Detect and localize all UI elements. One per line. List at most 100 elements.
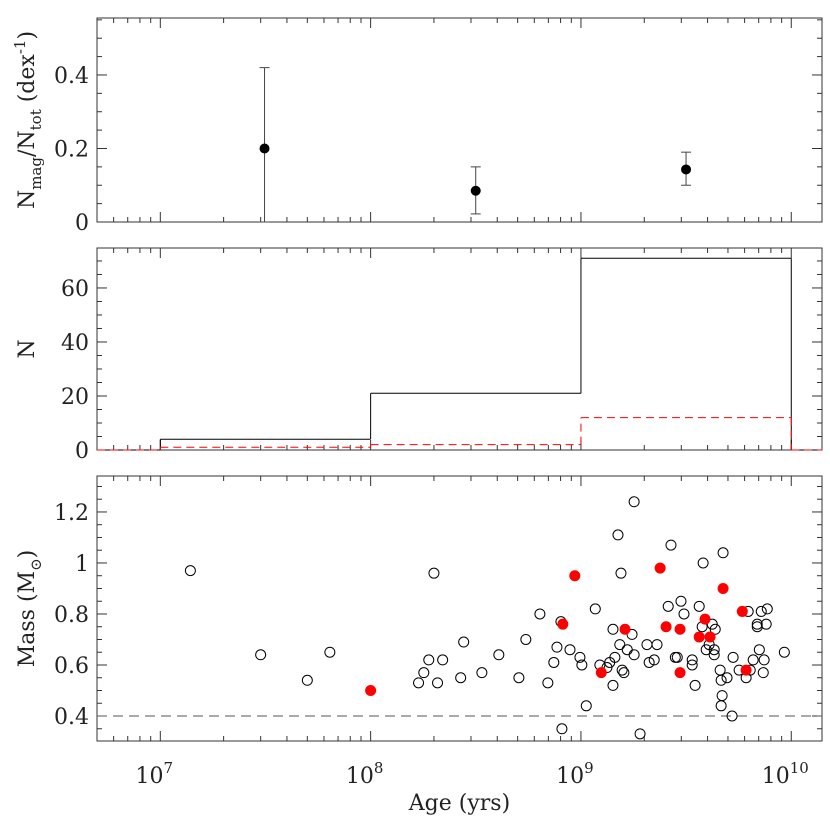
point — [493, 649, 505, 661]
point — [651, 639, 663, 651]
point — [757, 667, 769, 679]
point — [614, 639, 626, 651]
point — [761, 603, 773, 615]
x-tick-exponent: 9 — [584, 759, 594, 777]
point — [697, 557, 709, 569]
y-axis-label: Nmag/Ntot (dex-1) — [11, 31, 45, 209]
y-axis-label-part: ) — [15, 550, 40, 559]
point — [686, 659, 698, 671]
point — [628, 649, 640, 661]
point — [751, 621, 763, 633]
point — [548, 656, 560, 668]
x-tick-base: 10 — [136, 764, 164, 789]
point — [621, 644, 633, 656]
point — [607, 623, 619, 635]
y-axis-label-part: tot — [27, 109, 45, 130]
point — [619, 623, 631, 635]
y-tick-label: 0 — [75, 439, 89, 464]
point — [674, 667, 686, 679]
point — [542, 677, 554, 689]
y-tick-label: 0.2 — [54, 137, 89, 162]
point — [428, 567, 440, 579]
y-axis-label: Mass (M⊙) — [15, 550, 45, 668]
y-tick-label: 0 — [75, 211, 89, 236]
point — [432, 677, 444, 689]
x-tick-base: 10 — [346, 764, 374, 789]
point — [715, 700, 727, 712]
plot-frame — [96, 17, 823, 223]
plot-frame — [96, 247, 823, 451]
x-axis-label: Age (yrs) — [408, 791, 510, 816]
point — [534, 608, 546, 620]
y-axis-label-part: (dex — [15, 54, 40, 110]
point — [595, 667, 607, 679]
point — [721, 672, 733, 684]
point — [678, 608, 690, 620]
point — [616, 664, 628, 676]
y-axis-label-part: ) — [15, 31, 40, 40]
point — [708, 644, 720, 656]
point — [665, 539, 677, 551]
point — [758, 654, 770, 666]
point — [569, 570, 581, 582]
point — [255, 649, 267, 661]
point — [717, 582, 729, 594]
y-axis-label: N — [15, 339, 40, 358]
y-tick-label: 60 — [61, 277, 89, 302]
point — [755, 605, 767, 617]
panel: 0 20 40 60 N — [15, 247, 823, 464]
point — [476, 667, 488, 679]
y-tick-label: 1.2 — [54, 501, 89, 526]
y-tick-label: 0.4 — [54, 705, 89, 730]
point — [704, 631, 716, 643]
point — [671, 651, 683, 663]
point — [324, 646, 336, 658]
y-tick-label: 0.6 — [54, 654, 89, 679]
x-tick-base: 10 — [556, 764, 584, 789]
y-tick-label: 0.8 — [54, 603, 89, 628]
point — [618, 667, 630, 679]
x-tick-label: 109 — [556, 759, 594, 789]
point — [580, 700, 592, 712]
y-axis-label-part: Mass (M — [15, 571, 40, 667]
point — [648, 654, 660, 666]
point — [709, 623, 721, 635]
y-axis-label-part: N — [15, 190, 40, 209]
point — [717, 547, 729, 559]
y-tick-label: 0.4 — [54, 64, 89, 89]
point — [693, 631, 705, 643]
point — [660, 621, 672, 633]
point — [609, 651, 621, 663]
x-tick-base: 10 — [762, 764, 790, 789]
point — [589, 603, 601, 615]
point — [520, 633, 532, 645]
point — [607, 679, 619, 691]
point — [301, 674, 313, 686]
x-tick-exponent: 7 — [164, 759, 174, 777]
point — [675, 595, 687, 607]
x-tick-exponent: 8 — [374, 759, 384, 777]
point — [740, 664, 752, 676]
y-tick-label: 1 — [75, 552, 89, 577]
point — [715, 674, 727, 686]
point — [564, 644, 576, 656]
y-axis-label-part: -1 — [11, 40, 29, 55]
point — [418, 667, 430, 679]
point — [423, 654, 435, 666]
point — [634, 728, 646, 740]
point — [753, 644, 765, 656]
x-tick-label: 107 — [136, 759, 174, 789]
point — [699, 613, 711, 625]
point — [574, 651, 586, 663]
point — [643, 656, 655, 668]
point — [747, 654, 759, 666]
y-tick-label: 20 — [61, 385, 89, 410]
point — [615, 567, 627, 579]
point — [576, 659, 588, 671]
point — [727, 651, 739, 663]
point — [760, 618, 772, 630]
point — [628, 496, 640, 508]
x-tick-exponent: 10 — [790, 759, 809, 777]
